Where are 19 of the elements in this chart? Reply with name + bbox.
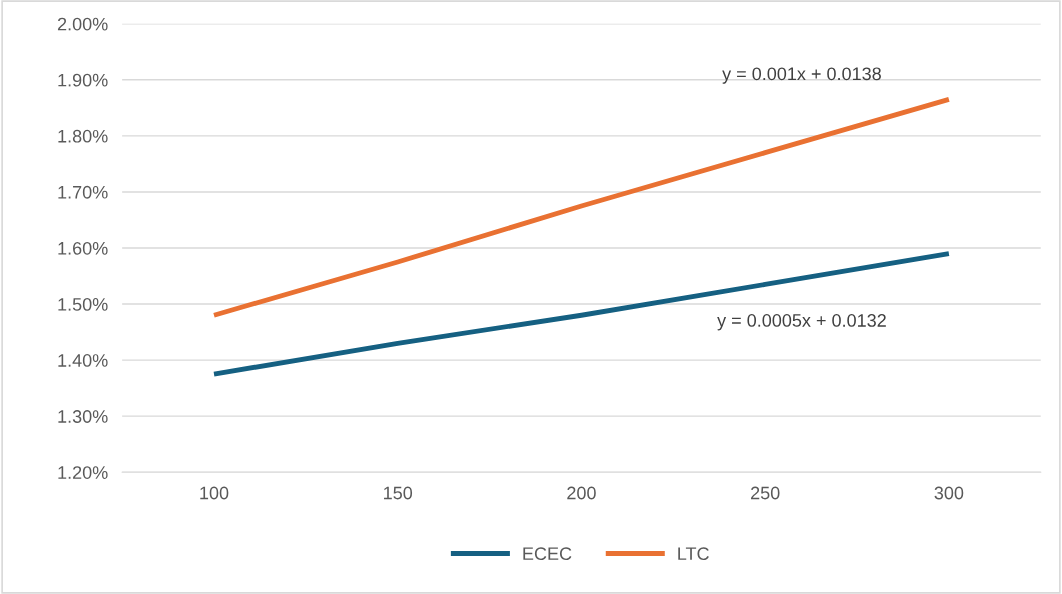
y-tick-label: 1.50% xyxy=(58,297,108,311)
legend-label: ECEC xyxy=(523,547,572,561)
y-tick-label: 1.70% xyxy=(58,185,108,199)
x-tick-label: 150 xyxy=(384,486,413,500)
x-tick-label: 100 xyxy=(200,486,229,500)
y-tick-label: 1.60% xyxy=(58,241,108,255)
y-tick-label: 1.30% xyxy=(58,410,108,423)
y-tick-label: 1.90% xyxy=(58,73,108,87)
legend-label: LTC xyxy=(678,547,709,561)
annotation: y = 0.0005x + 0.0132 xyxy=(717,314,886,331)
y-tick-label: 1.20% xyxy=(58,466,108,479)
line-series xyxy=(211,251,952,377)
x-tick-label: 200 xyxy=(567,486,596,500)
y-tick-label: 2.00% xyxy=(57,17,108,31)
y-tick-label: 1.80% xyxy=(58,129,108,143)
y-tick-label: 1.40% xyxy=(58,354,108,367)
annotation: y = 0.001x + 0.0138 xyxy=(722,67,881,84)
x-tick-label: 250 xyxy=(751,486,780,500)
x-tick-label: 300 xyxy=(934,486,964,500)
